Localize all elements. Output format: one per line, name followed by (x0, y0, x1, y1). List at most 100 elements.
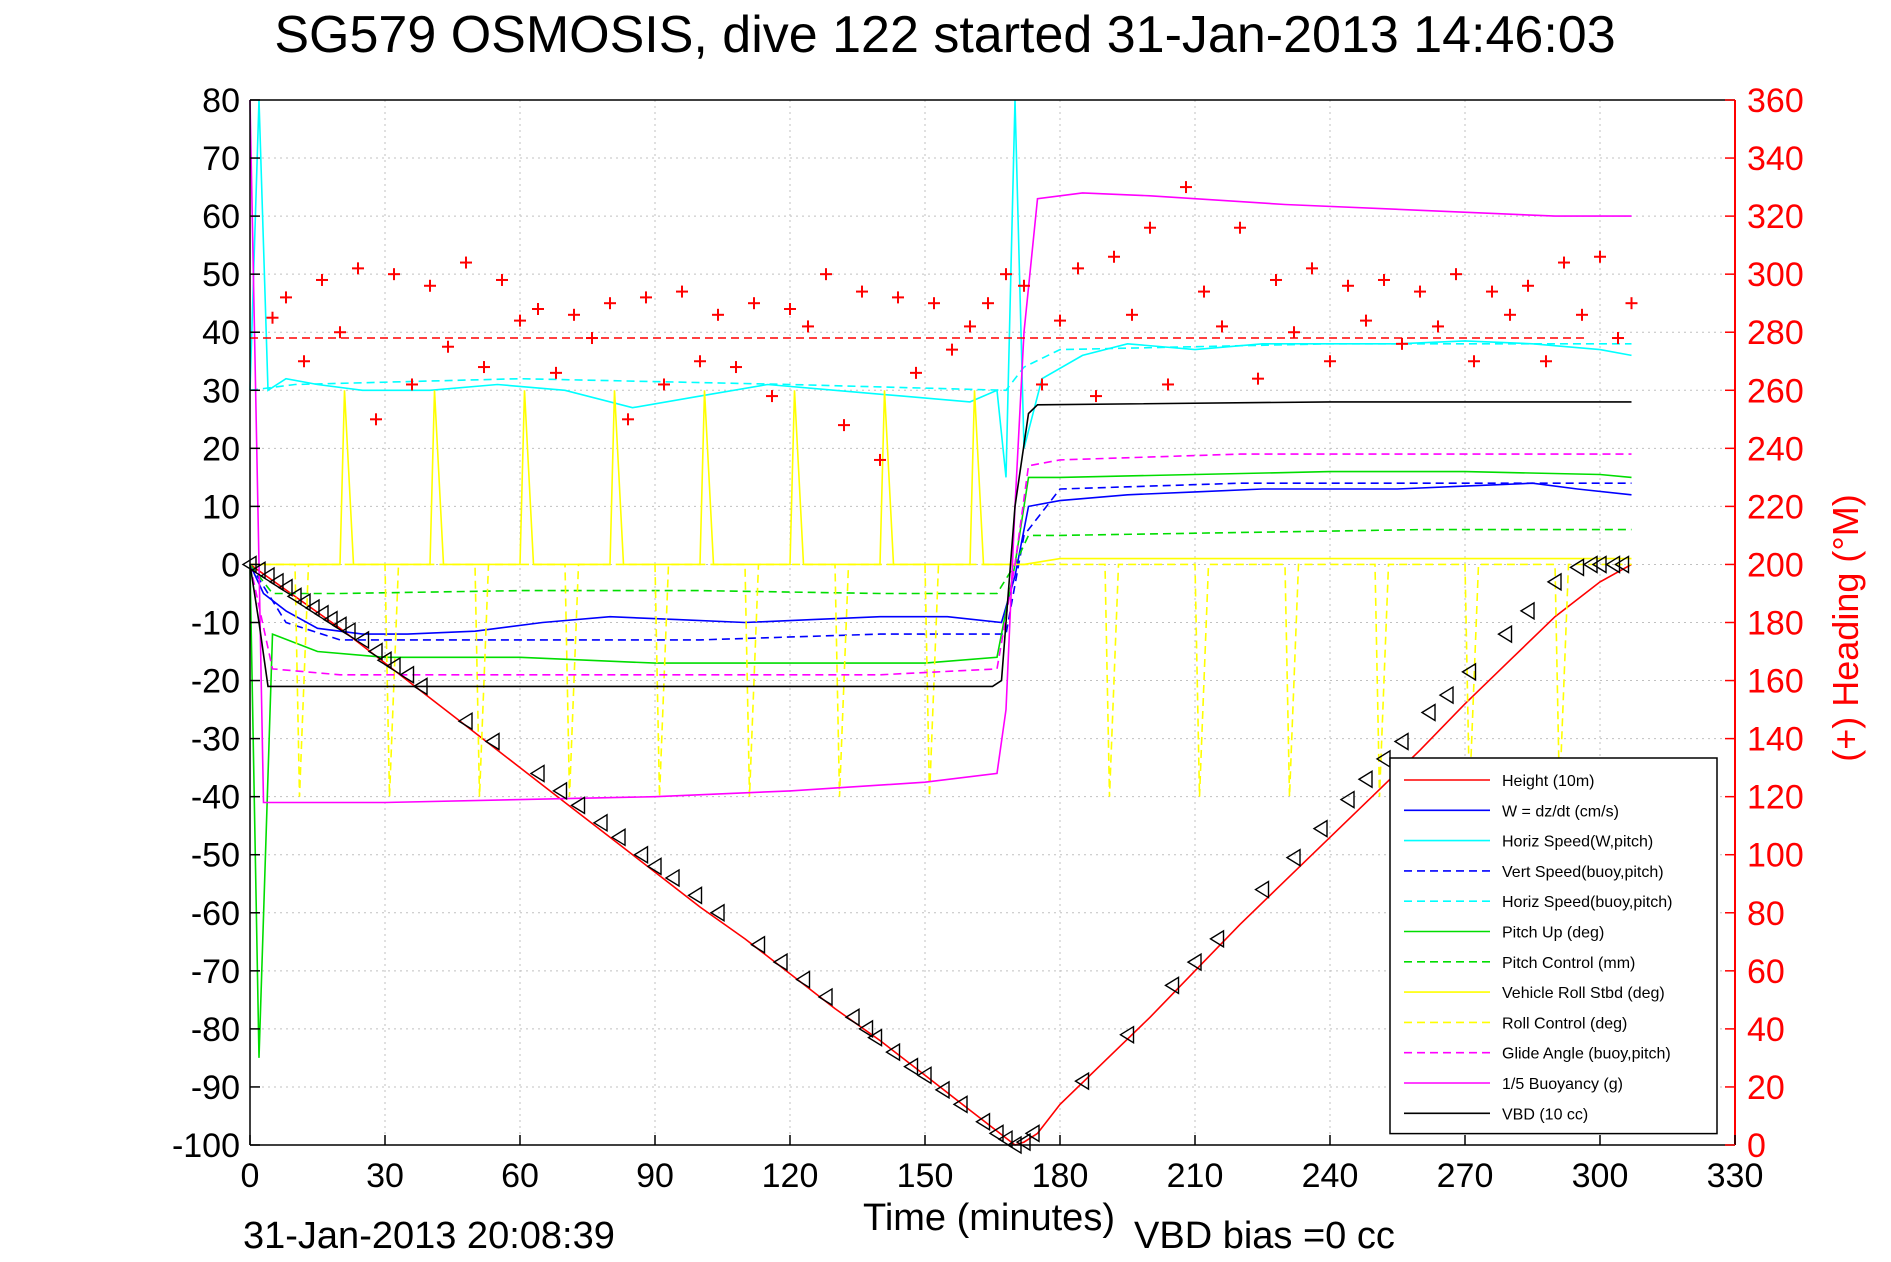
x-tick-label-1: 30 (366, 1157, 404, 1195)
heading-point-50 (1162, 378, 1174, 391)
depth-marker-23 (592, 813, 608, 833)
legend-label-11: VBD (10 cc) (1502, 1106, 1588, 1123)
depth-marker-4 (277, 578, 293, 597)
depth-marker-28 (687, 886, 703, 905)
depth-marker-6 (295, 592, 311, 612)
heading-point-20 (622, 413, 634, 426)
depth-marker-61 (1438, 685, 1454, 705)
y2-tick-label-15: 60 (1747, 953, 1785, 991)
heading-point-64 (1414, 285, 1426, 298)
y-tick-label-14: -60 (191, 895, 240, 933)
legend-label-10: 1/5 Buoyancy (g) (1502, 1076, 1623, 1093)
y-tick-label-11: -30 (191, 721, 240, 759)
y2-tick-label-6: 240 (1747, 430, 1804, 468)
depth-marker-12 (354, 630, 370, 650)
depth-marker-25 (633, 845, 649, 864)
series-line-7 (250, 390, 1632, 566)
heading-point-49 (1144, 221, 1156, 234)
depth-marker-20 (529, 764, 545, 783)
heading-point-61 (1360, 314, 1372, 327)
legend-label-5: Pitch Up (deg) (1502, 925, 1604, 942)
depth-marker-13 (367, 642, 383, 661)
heading-markers (250, 181, 1638, 466)
depth-marker-67 (1582, 555, 1598, 574)
legend-label-2: Horiz Speed(W,pitch) (1502, 834, 1653, 851)
y2-tick-label-8: 200 (1747, 546, 1804, 584)
legend-item-2: Horiz Speed(W,pitch) (1404, 834, 1653, 851)
tick-labels: 0 30 60 90 120 150 180 210 240 270 300 330807060504… (172, 82, 1804, 1195)
y2-tick-label-11: 140 (1747, 721, 1804, 759)
legend: Height (10m) W = dz/dt (cm/s) Horiz Speed(… (1389, 757, 1718, 1135)
depth-marker-37 (885, 1042, 901, 1062)
heading-point-7 (388, 268, 400, 281)
heading-point-12 (478, 361, 490, 374)
y-tick-label-6: 20 (202, 430, 240, 468)
depth-marker-55 (1312, 819, 1328, 838)
heading-point-23 (676, 285, 688, 298)
legend-item-10: 1/5 Buoyancy (g) (1404, 1076, 1623, 1093)
legend-item-5: Pitch Up (deg) (1404, 925, 1604, 942)
heading-point-67 (1468, 355, 1480, 368)
y2-tick-label-10: 160 (1747, 663, 1804, 701)
depth-marker-15 (385, 656, 401, 676)
y-tick-label-5: 30 (202, 372, 240, 410)
depth-marker-38 (903, 1057, 919, 1076)
depth-marker-60 (1420, 703, 1436, 722)
heading-point-30 (802, 320, 814, 333)
heading-point-41 (1000, 268, 1012, 281)
legend-item-6: Pitch Control (mm) (1404, 955, 1635, 972)
x-tick-label-5: 150 (897, 1157, 954, 1195)
x-tick-label-3: 90 (636, 1157, 674, 1195)
y-tick-label-12: -40 (191, 779, 240, 817)
depth-marker-69 (1605, 555, 1621, 574)
depth-marker-66 (1569, 558, 1585, 577)
depth-marker-57 (1357, 769, 1373, 789)
depth-markers (241, 555, 1630, 1155)
heading-point-35 (892, 291, 904, 304)
heading-point-40 (982, 297, 994, 310)
y-tick-label-18: -100 (172, 1127, 240, 1165)
x-tick-label-9: 270 (1437, 1157, 1494, 1195)
x-tick-label-8: 240 (1302, 1157, 1359, 1195)
depth-marker-48 (1074, 1071, 1090, 1091)
heading-point-31 (820, 268, 832, 281)
legend-item-8: Roll Control (deg) (1404, 1015, 1627, 1032)
y-tick-label-7: 10 (202, 488, 240, 526)
y2-tick-label-3: 300 (1747, 256, 1804, 294)
depth-marker-41 (952, 1095, 968, 1114)
x-tick-label-0: 0 (241, 1157, 260, 1195)
depth-marker-40 (934, 1080, 950, 1100)
series-line-3 (249, 482, 1632, 641)
heading-point-39 (964, 320, 976, 333)
y-tick-label-9: -10 (191, 605, 240, 643)
y2-tick-label-0: 360 (1747, 82, 1804, 120)
heading-point-10 (442, 340, 454, 353)
legend-label-0: Height (10m) (1502, 773, 1594, 790)
heading-point-68 (1486, 285, 1498, 298)
heading-point-38 (946, 343, 958, 356)
heading-point-17 (568, 308, 580, 321)
depth-marker-17 (412, 677, 428, 696)
heading-point-65 (1432, 320, 1444, 333)
depth-marker-31 (772, 952, 788, 972)
depth-marker-53 (1254, 880, 1270, 899)
depth-marker-43 (988, 1124, 1004, 1143)
y2-tick-label-16: 40 (1747, 1011, 1785, 1049)
heading-point-63 (1396, 337, 1408, 350)
depth-marker-64 (1519, 601, 1535, 621)
depth-marker-62 (1461, 662, 1477, 682)
heading-point-73 (1576, 308, 1588, 321)
heading-point-32 (838, 419, 850, 432)
heading-point-29 (784, 303, 796, 315)
heading-point-47 (1108, 250, 1120, 263)
heading-point-15 (532, 303, 544, 315)
depth-marker-1 (250, 560, 266, 580)
depth-marker-49 (1119, 1025, 1135, 1044)
depth-marker-16 (399, 665, 415, 685)
series-line-5 (249, 470, 1632, 1058)
heading-point-9 (424, 279, 436, 292)
legend-item-9: Glide Angle (buoy,pitch) (1404, 1046, 1671, 1063)
heading-point-21 (640, 291, 652, 304)
heading-point-26 (730, 361, 742, 374)
x-tick-label-11: 330 (1707, 1157, 1764, 1195)
